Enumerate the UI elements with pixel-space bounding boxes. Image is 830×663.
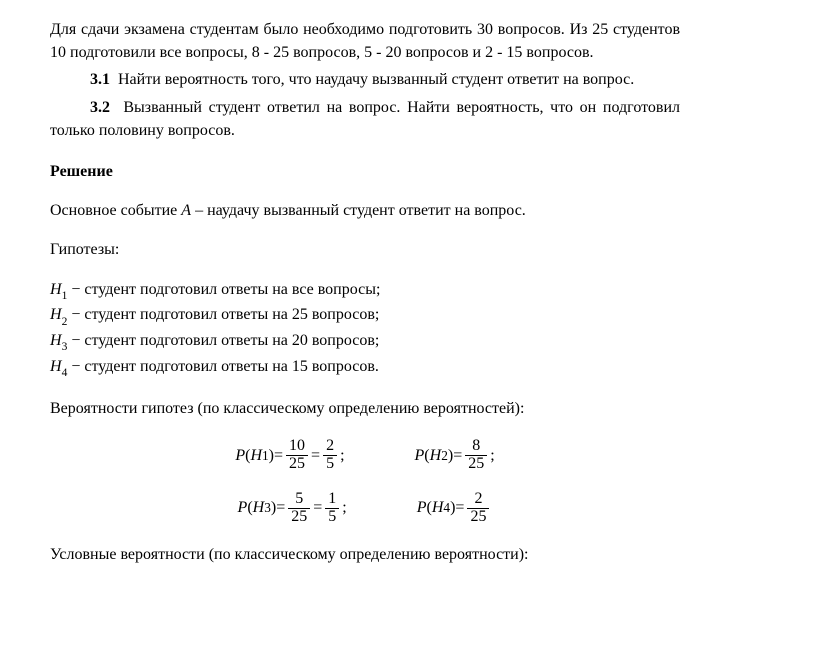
- hypothesis-text: студент подготовил ответы на все вопросы…: [84, 281, 380, 298]
- hypothesis-text: студент подготовил ответы на 25 вопросов…: [84, 306, 379, 323]
- formula-p-h1: P(H1) = 1025 = 25;: [235, 438, 344, 473]
- hypothesis-line: H4 − студент подготовил ответы на 15 воп…: [50, 355, 680, 381]
- formula-p-h2: P(H2) = 825;: [415, 438, 495, 473]
- dash: −: [67, 306, 84, 323]
- dash: −: [67, 358, 84, 375]
- hypothesis-line: H1 − студент подготовил ответы на все во…: [50, 278, 680, 304]
- formula-row-1: P(H1) = 1025 = 25; P(H2) = 825;: [50, 438, 680, 473]
- dash: −: [67, 281, 84, 298]
- hypothesis-symbol: H3: [50, 332, 67, 349]
- event-prefix: Основное событие: [50, 202, 181, 219]
- formula-p-h4: P(H4) = 225: [417, 491, 493, 526]
- event-suffix: – наудачу вызванный студент ответит на в…: [191, 202, 526, 219]
- hypothesis-text: студент подготовил ответы на 15 вопросов…: [84, 358, 379, 375]
- item-3-1: 3.1 Найти вероятность того, что наудачу …: [50, 68, 680, 91]
- probabilities-caption: Вероятности гипотез (по классическому оп…: [50, 397, 680, 420]
- formula-row-2: P(H3) = 525 = 15; P(H4) = 225: [50, 491, 680, 526]
- hypothesis-symbol: H1: [50, 281, 67, 298]
- item-text: Вызванный студент ответил на вопрос. Най…: [50, 99, 680, 139]
- hypotheses-block: H1 − студент подготовил ответы на все во…: [50, 278, 680, 382]
- hypothesis-line: H2 − студент подготовил ответы на 25 воп…: [50, 303, 680, 329]
- item-number: 3.2: [90, 99, 110, 116]
- conditional-probabilities-caption: Условные вероятности (по классическому о…: [50, 543, 680, 566]
- hypothesis-text: студент подготовил ответы на 20 вопросов…: [84, 332, 379, 349]
- dash: −: [67, 332, 84, 349]
- hypothesis-line: H3 − студент подготовил ответы на 20 воп…: [50, 329, 680, 355]
- hypothesis-symbol: H4: [50, 358, 67, 375]
- item-number: 3.1: [90, 71, 110, 88]
- intro-paragraph: Для сдачи экзамена студентам было необхо…: [50, 18, 680, 64]
- event-variable: A: [181, 202, 191, 219]
- item-3-2: 3.2 Вызванный студент ответил на вопрос.…: [50, 96, 680, 142]
- item-text: Найти вероятность того, что наудачу вызв…: [118, 71, 634, 88]
- formula-p-h3: P(H3) = 525 = 15;: [238, 491, 347, 526]
- main-event-line: Основное событие A – наудачу вызванный с…: [50, 199, 680, 222]
- hypothesis-symbol: H2: [50, 306, 67, 323]
- hypotheses-heading: Гипотезы:: [50, 238, 680, 261]
- solution-heading: Решение: [50, 160, 680, 183]
